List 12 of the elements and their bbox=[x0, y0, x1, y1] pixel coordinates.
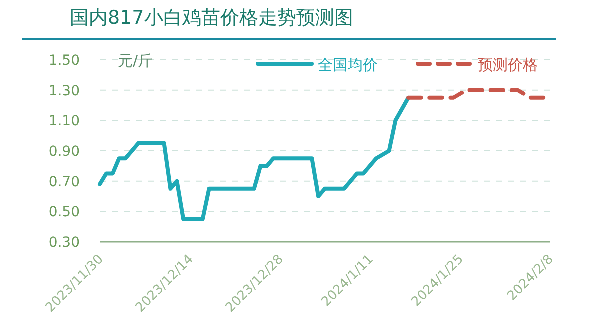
y-tick-label: 0.50 bbox=[48, 204, 80, 221]
y-tick-label: 1.10 bbox=[48, 114, 80, 130]
y-tick-label: 0.70 bbox=[48, 174, 80, 190]
y-tick-label: 0.90 bbox=[48, 144, 80, 160]
y-tick-label: 1.30 bbox=[48, 83, 80, 100]
y-axis-title: 元/斤 bbox=[118, 52, 154, 70]
legend-label: 全国均价 bbox=[318, 56, 378, 74]
legend-label: 预测价格 bbox=[478, 56, 538, 74]
y-tick-label: 1.50 bbox=[48, 53, 80, 69]
line-series bbox=[98, 96, 411, 222]
chart-title: 国内817小白鸡苗价格走势预测图 bbox=[70, 7, 354, 29]
y-tick-label: 0.30 bbox=[48, 235, 80, 251]
